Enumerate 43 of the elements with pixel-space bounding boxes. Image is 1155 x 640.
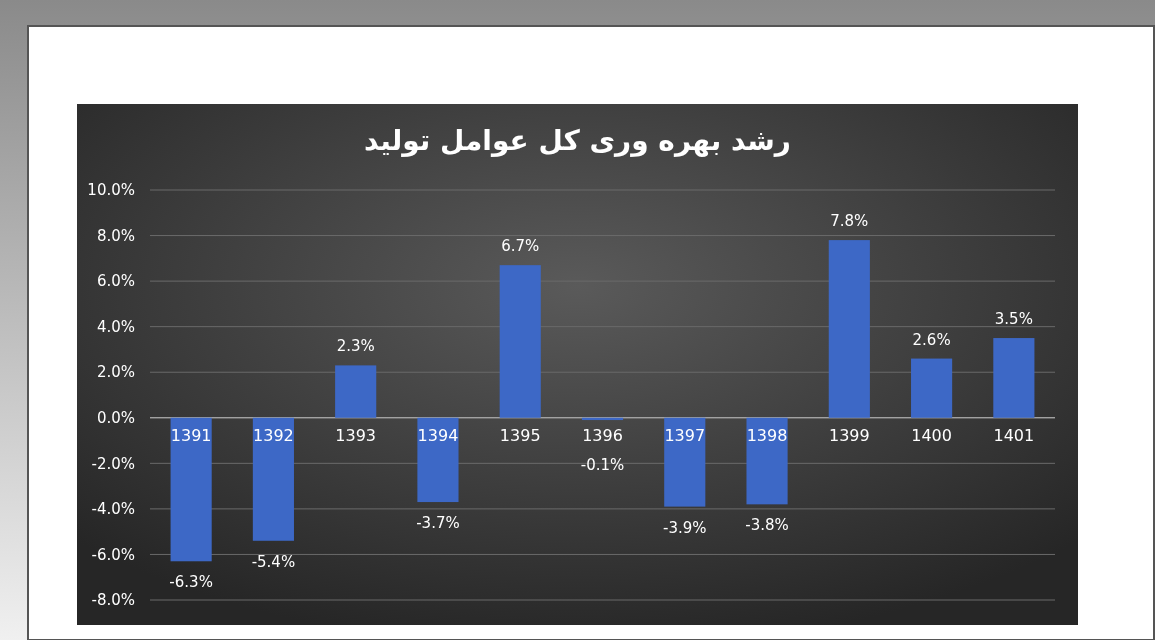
y-tick-label: -2.0% — [91, 454, 135, 473]
y-tick-label: 2.0% — [96, 363, 135, 382]
bar — [746, 417, 788, 505]
bar — [993, 338, 1035, 418]
chart-title: رشد بهره وری کل عوامل تولید — [364, 124, 791, 157]
x-tick-label: 1398 — [746, 425, 788, 445]
bar — [911, 358, 953, 418]
x-tick-label: 1396 — [582, 425, 623, 445]
data-label: -6.3% — [169, 573, 213, 592]
x-tick-label: 1400 — [911, 425, 952, 445]
y-tick-label: 6.0% — [96, 272, 135, 291]
data-label: -5.4% — [251, 552, 296, 571]
y-tick-label: 0.0% — [96, 409, 135, 428]
data-label: 6.7% — [501, 237, 540, 256]
bar — [170, 417, 212, 562]
y-tick-label: 8.0% — [96, 226, 135, 245]
data-label: 7.8% — [830, 212, 869, 231]
data-label: -3.9% — [663, 518, 707, 537]
x-tick-label: 1393 — [335, 425, 377, 445]
x-tick-label: 1399 — [828, 425, 870, 445]
x-tick-label: 1401 — [993, 425, 1035, 445]
data-label: -3.7% — [416, 514, 460, 533]
data-label: 3.5% — [994, 310, 1033, 329]
x-tick-label: 1397 — [664, 425, 706, 445]
bar — [417, 417, 459, 503]
bar — [664, 417, 706, 507]
x-tick-label: 1394 — [417, 425, 459, 445]
bar — [335, 365, 377, 418]
bar — [828, 240, 870, 418]
y-tick-label: -4.0% — [91, 500, 135, 519]
bar — [252, 417, 294, 541]
x-tick-label: 1391 — [170, 425, 212, 445]
y-tick-label: -6.0% — [91, 545, 135, 564]
bar — [499, 265, 541, 418]
y-tick-label: 4.0% — [96, 317, 135, 336]
y-tick-label: 10.0% — [87, 181, 135, 200]
x-tick-label: 1395 — [499, 425, 541, 445]
data-label: -3.8% — [745, 516, 789, 535]
data-label: 2.3% — [336, 337, 375, 356]
data-label: -0.1% — [580, 455, 625, 474]
data-label: 2.6% — [912, 330, 951, 349]
x-tick-label: 1392 — [253, 425, 294, 445]
y-tick-label: -8.0% — [91, 591, 135, 610]
